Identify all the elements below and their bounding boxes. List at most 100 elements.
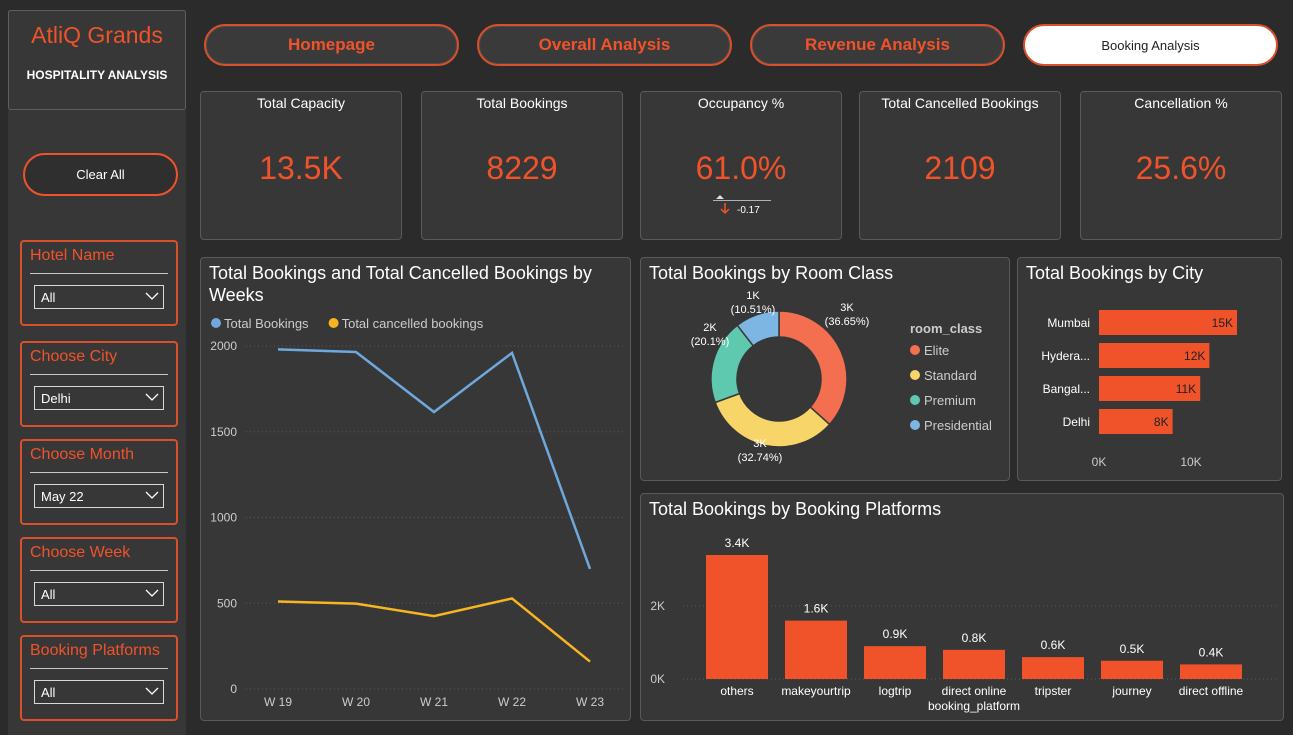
- delta-value: -0.17: [737, 205, 760, 216]
- bar: [785, 620, 847, 679]
- legend-marker: [910, 370, 920, 380]
- bar: [1101, 660, 1163, 679]
- up-triangle-icon: [716, 195, 724, 199]
- legend-title: room_class: [910, 321, 982, 336]
- data-label: 1.6K: [804, 602, 829, 616]
- kpi-value: 2109: [924, 150, 996, 186]
- clear-all-button[interactable]: Clear All: [23, 153, 178, 196]
- x-tick-label: 10K: [1180, 455, 1201, 469]
- kpi-label: Total Bookings: [476, 95, 568, 111]
- data-label: 8K: [1154, 415, 1169, 429]
- x-tick-label: 0K: [1092, 455, 1107, 469]
- data-label: 3.4K: [725, 536, 750, 550]
- divider: [30, 374, 168, 375]
- divider: [30, 273, 168, 274]
- legend-marker: [910, 420, 920, 430]
- brand-title: AtliQ Grands: [31, 22, 163, 48]
- bar: [1022, 657, 1084, 679]
- brand-box: [8, 10, 186, 110]
- legend-label: Standard: [924, 368, 977, 383]
- chart-title: Total Bookings and Total Cancelled Booki…: [209, 263, 592, 305]
- category-label: direct offline: [1179, 684, 1244, 698]
- dropdown-value: All: [41, 586, 56, 602]
- x-tick-label: W 20: [342, 695, 370, 709]
- legend-label: Elite: [924, 343, 949, 358]
- slicer-title: Booking Platforms: [30, 642, 160, 659]
- nav-overall-analysis[interactable]: Overall Analysis: [477, 24, 732, 66]
- bar: [864, 646, 926, 679]
- data-label-pct: (20.1%): [691, 336, 730, 348]
- x-axis-title: booking_platform: [928, 699, 1020, 713]
- chart-title: Total Bookings by Booking Platforms: [649, 499, 942, 519]
- hotel-name-dropdown[interactable]: All: [34, 285, 164, 309]
- y-tick-label: 1000: [210, 511, 237, 525]
- legend-marker: [910, 345, 920, 355]
- category-label: logtrip: [879, 684, 912, 698]
- chart-title: Total Bookings by Room Class: [649, 263, 894, 283]
- bar: [1099, 343, 1210, 368]
- y-tick-label: 500: [217, 596, 237, 610]
- slicer-title: Choose Month: [30, 446, 135, 463]
- kpi-value: 13.5K: [259, 150, 343, 186]
- series-line: [277, 348, 592, 570]
- data-label: 1K: [746, 290, 760, 302]
- room-class-chart: Total Bookings by Room Class 3K (36.65%) 3…: [640, 257, 1010, 481]
- bar: [1099, 376, 1201, 401]
- data-label: 0.4K: [1199, 645, 1224, 659]
- slicer-month: Choose Month May 22: [20, 439, 178, 525]
- x-tick-label: W 22: [498, 695, 526, 709]
- data-label: 2K: [703, 322, 717, 334]
- legend-marker: [910, 395, 920, 405]
- nav-revenue-analysis[interactable]: Revenue Analysis: [750, 24, 1005, 66]
- bar: [1099, 310, 1237, 335]
- week-dropdown[interactable]: All: [34, 582, 164, 606]
- category-label: journey: [1111, 684, 1151, 698]
- chart-title: Total Bookings by City: [1026, 263, 1204, 283]
- y-tick-label: 2K: [650, 599, 665, 613]
- chevron-down-icon: [145, 589, 159, 597]
- data-label: 0.8K: [962, 631, 987, 645]
- month-dropdown[interactable]: May 22: [34, 484, 164, 508]
- slicer-week: Choose Week All: [20, 537, 178, 623]
- data-label: 3K: [753, 438, 767, 450]
- nav-homepage[interactable]: Homepage: [204, 24, 459, 66]
- chevron-down-icon: [145, 292, 159, 300]
- y-tick-label: 0: [230, 682, 237, 696]
- data-label-pct: (36.65%): [825, 316, 870, 328]
- legend-marker: [211, 318, 221, 328]
- category-label: tripster: [1035, 684, 1072, 698]
- bar: [1180, 664, 1242, 679]
- kpi-value: 25.6%: [1135, 150, 1227, 186]
- data-label-pct: (10.51%): [731, 304, 776, 316]
- y-tick-label: 2000: [210, 339, 237, 353]
- category-label: others: [720, 684, 753, 698]
- chevron-down-icon: [145, 491, 159, 499]
- data-label: 15K: [1212, 316, 1233, 330]
- category-label: Delhi: [1063, 415, 1090, 429]
- y-tick-label: 0K: [650, 672, 665, 686]
- booking-platform-dropdown[interactable]: All: [34, 680, 164, 704]
- data-label: 3K: [840, 302, 854, 314]
- city-svg: Mumbai 15K Hydera... 12K Bangal... 11K Delhi 8K…: [1041, 310, 1237, 469]
- slicer-title: Choose City: [30, 348, 118, 365]
- brand-subtitle: HOSPITALITY ANALYSIS: [26, 68, 168, 82]
- x-tick-label: W 19: [264, 695, 292, 709]
- donut-slice: [778, 310, 848, 426]
- data-label: 12K: [1184, 349, 1205, 363]
- city-dropdown[interactable]: Delhi: [34, 386, 164, 410]
- divider: [30, 472, 168, 473]
- data-label: 0.9K: [883, 627, 908, 641]
- legend-marker: [328, 318, 339, 328]
- dropdown-value: All: [41, 684, 56, 700]
- bar: [706, 555, 768, 679]
- chevron-down-icon: [145, 687, 159, 695]
- divider: [30, 570, 168, 571]
- kpi-label: Total Capacity: [257, 95, 345, 111]
- nav-booking-analysis[interactable]: Booking Analysis: [1023, 24, 1278, 66]
- kpi-total-bookings: Total Bookings 8229: [421, 91, 623, 240]
- chevron-down-icon: [145, 393, 159, 401]
- category-label: Hydera...: [1041, 349, 1090, 363]
- x-tick-label: W 21: [420, 695, 448, 709]
- platform-svg: 0K 2K 3.4K others 1.6K makeyourtrip 0.9K logtri…: [650, 536, 1277, 713]
- slicer-title: Hotel Name: [30, 247, 115, 264]
